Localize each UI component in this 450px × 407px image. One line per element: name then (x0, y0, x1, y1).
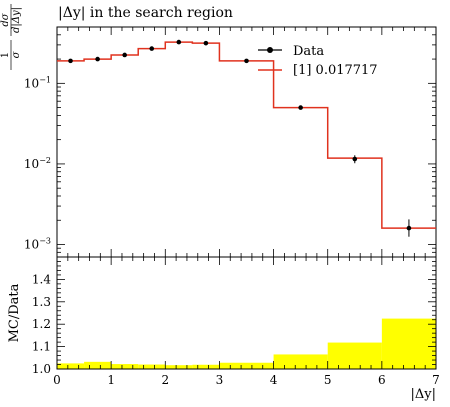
x-tick-label: 5 (324, 373, 332, 387)
svg-text:1: 1 (0, 52, 11, 58)
data-point (95, 56, 100, 62)
data-point (122, 52, 127, 58)
main-y-label: 1 σ dσ d|Δy| (0, 4, 22, 70)
main-y-tick-label: 10−3 (24, 237, 51, 252)
ratio-y-tick-label: 1.1 (32, 340, 51, 354)
ratio-band-bin (327, 342, 382, 369)
ratio-band-bin (165, 365, 193, 369)
x-tick-label: 7 (432, 373, 440, 387)
x-tick-label: 1 (107, 373, 115, 387)
svg-text:σ: σ (11, 50, 22, 58)
ratio-band-bin (138, 364, 166, 369)
data-point (352, 156, 358, 162)
model-histogram-line (57, 41, 436, 229)
main-y-tick-label: 10−1 (24, 75, 51, 90)
ratio-band (57, 318, 436, 369)
ratio-band-bin (381, 318, 436, 369)
data-point (244, 58, 249, 64)
ratio-band-bin (57, 363, 85, 369)
main-y-tick-label: 10−2 (24, 156, 51, 171)
data-point (203, 40, 209, 46)
data-points (68, 39, 412, 237)
legend-label-data: Data (293, 44, 324, 59)
ratio-band-bin (219, 362, 274, 369)
ratio-band-bin (111, 364, 139, 369)
model-histogram (57, 41, 436, 229)
svg-text:dσ: dσ (0, 12, 11, 26)
data-point (68, 58, 73, 64)
ratio-band-bin (192, 364, 220, 369)
main-y-tick-labels: 10−1 10−2 10−3 (24, 75, 51, 251)
ratio-band-bin (273, 354, 328, 369)
ratio-y-tick-labels: 1.0 1.1 1.2 1.3 1.4 (32, 272, 51, 376)
ratio-y-tick-label: 1.4 (32, 272, 51, 286)
x-tick-label: 4 (270, 373, 278, 387)
x-tick-label: 2 (161, 373, 169, 387)
main-axis-ticks (56, 26, 437, 258)
data-point (149, 46, 155, 51)
ratio-band-bin (84, 361, 112, 369)
legend-entry-data: Data (258, 44, 324, 59)
x-tick-label: 6 (378, 373, 386, 387)
data-point (406, 225, 412, 231)
ratio-plot-frame (56, 256, 437, 370)
data-point (176, 39, 182, 45)
x-tick-label: 3 (216, 373, 224, 387)
svg-text:d|Δy|: d|Δy| (11, 7, 22, 33)
ratio-y-tick-label: 1.0 (32, 362, 51, 376)
chart-title: |Δy| in the search region (58, 5, 233, 21)
x-tick-label: 0 (53, 373, 61, 387)
legend: Data [1] 0.017717 (258, 44, 378, 78)
ratio-y-tick-label: 1.2 (32, 317, 51, 331)
legend-label-model: [1] 0.017717 (293, 63, 378, 78)
legend-entry-model: [1] 0.017717 (258, 63, 378, 78)
ratio-y-label: MC/Data (7, 283, 22, 342)
x-axis-label: |Δy| (411, 387, 437, 402)
data-point (298, 105, 303, 110)
ratio-y-tick-label: 1.3 (32, 295, 51, 309)
ratio-axis-ticks (56, 256, 437, 370)
x-tick-labels: 0 1 2 3 4 5 6 7 (53, 373, 440, 387)
